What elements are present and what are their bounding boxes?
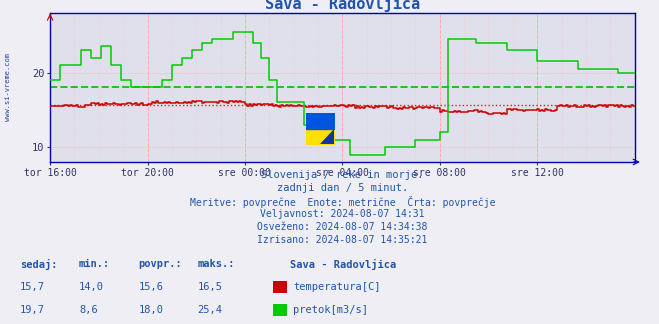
Text: Slovenija / reke in morje.: Slovenija / reke in morje. [262,170,424,180]
Text: Meritve: povprečne  Enote: metrične  Črta: povprečje: Meritve: povprečne Enote: metrične Črta:… [190,196,496,208]
Text: 16,5: 16,5 [198,282,223,292]
Polygon shape [320,129,334,144]
Text: Izrisano: 2024-08-07 14:35:21: Izrisano: 2024-08-07 14:35:21 [258,235,428,245]
Text: 15,6: 15,6 [138,282,163,292]
Text: temperatura[C]: temperatura[C] [293,282,381,292]
Text: zadnji dan / 5 minut.: zadnji dan / 5 minut. [277,183,409,193]
Text: 15,7: 15,7 [20,282,45,292]
Text: Osveženo: 2024-08-07 14:34:38: Osveženo: 2024-08-07 14:34:38 [258,222,428,232]
Text: Veljavnost: 2024-08-07 14:31: Veljavnost: 2024-08-07 14:31 [260,209,425,219]
Title: Sava - Radovljica: Sava - Radovljica [265,0,420,12]
Text: 8,6: 8,6 [79,305,98,315]
Text: 19,7: 19,7 [20,305,45,315]
Text: povpr.:: povpr.: [138,259,182,269]
Text: 14,0: 14,0 [79,282,104,292]
Text: pretok[m3/s]: pretok[m3/s] [293,305,368,315]
Text: www.si-vreme.com: www.si-vreme.com [5,53,11,122]
Text: min.:: min.: [79,259,110,269]
Text: 25,4: 25,4 [198,305,223,315]
Text: sedaj:: sedaj: [20,259,57,270]
Text: maks.:: maks.: [198,259,235,269]
Text: Sava - Radovljica: Sava - Radovljica [290,259,396,270]
Text: 18,0: 18,0 [138,305,163,315]
